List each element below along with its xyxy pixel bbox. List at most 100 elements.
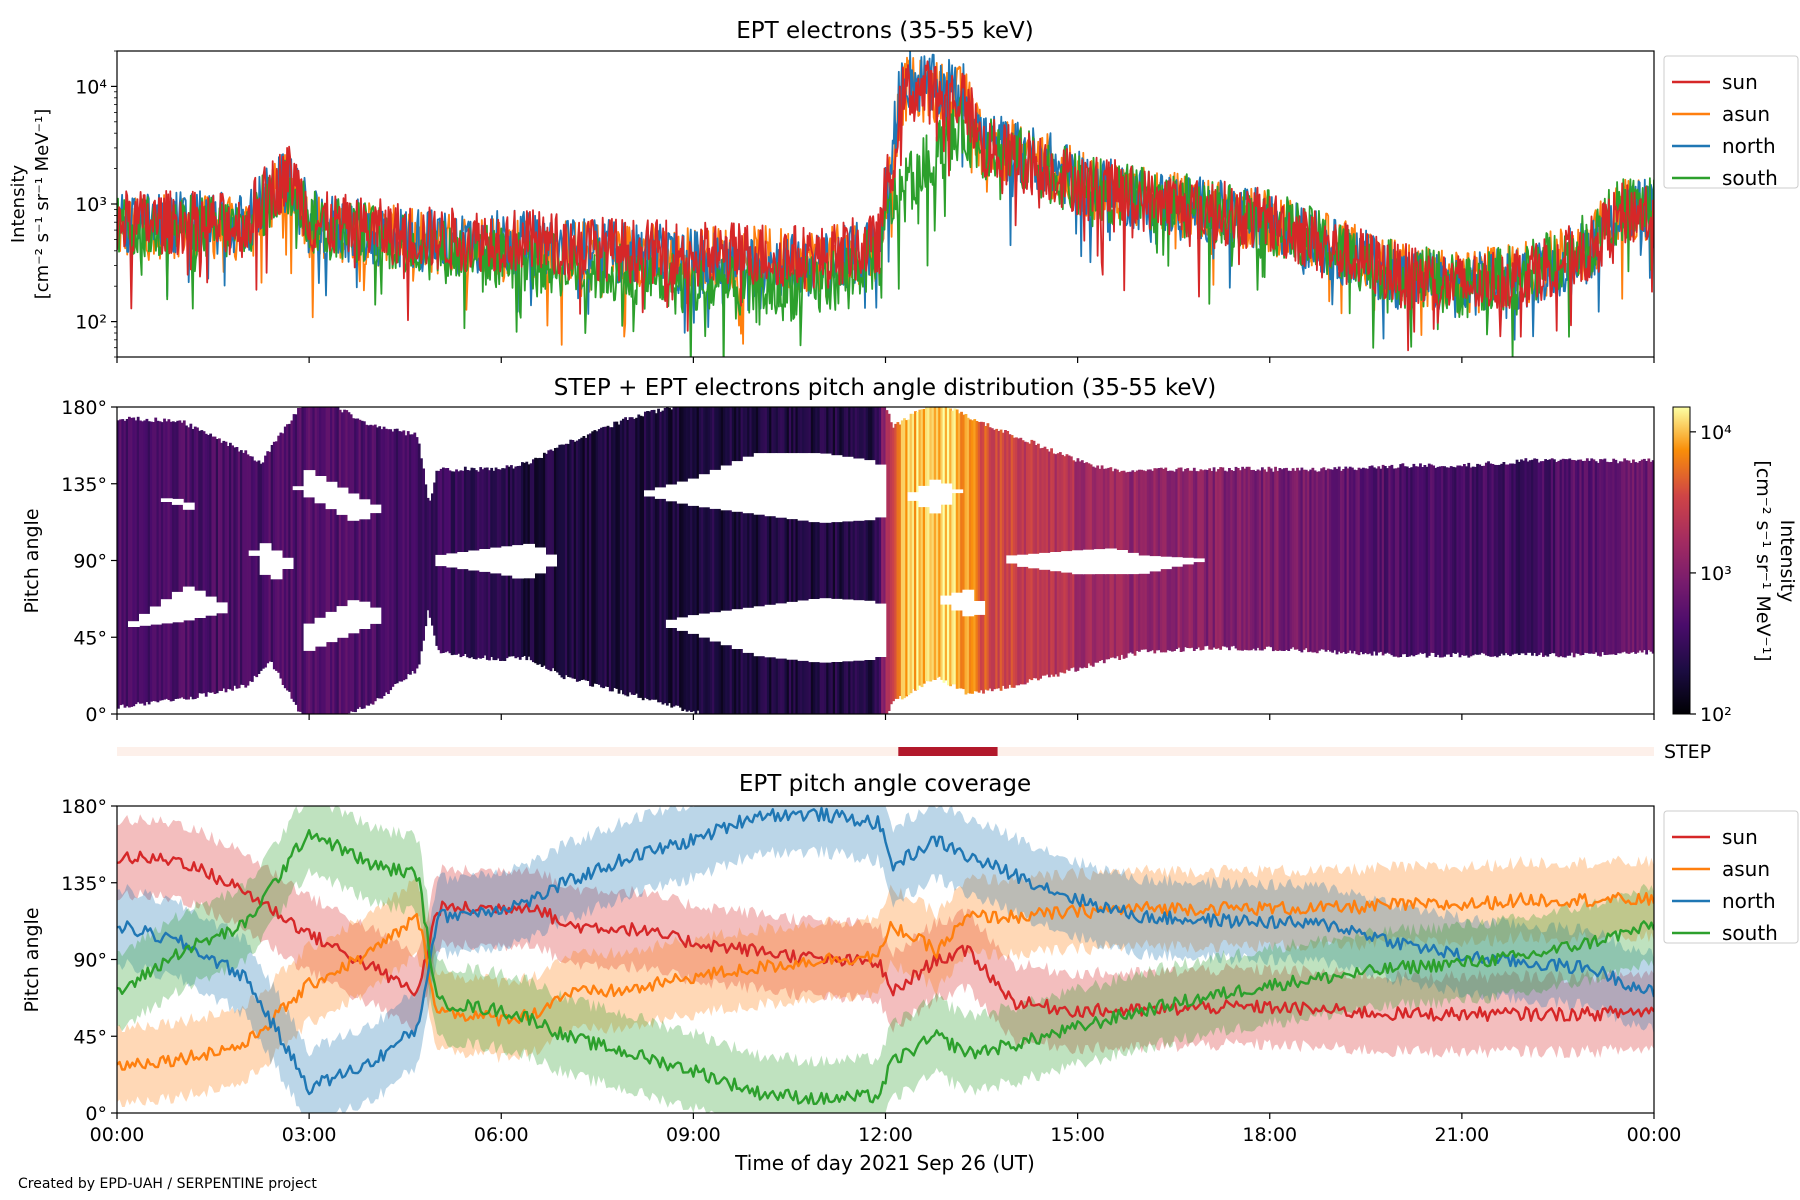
coverage-gap	[731, 461, 744, 512]
coverage-gap	[303, 623, 316, 651]
heatmap-column	[420, 458, 423, 652]
heatmap-column	[1296, 467, 1299, 650]
heatmap-column	[786, 407, 790, 714]
heatmap-column	[1271, 471, 1275, 652]
y-tick-label: 180°	[61, 397, 107, 419]
heatmap-column	[1344, 466, 1348, 654]
heatmap-column	[156, 420, 160, 703]
heatmap-column	[1311, 467, 1315, 653]
heatmap-column	[127, 416, 131, 708]
heatmap-column	[1618, 461, 1622, 654]
heatmap-column	[1258, 470, 1262, 651]
heatmap-column	[896, 422, 900, 699]
coverage-gap	[1181, 557, 1194, 565]
heatmap-column	[1458, 465, 1462, 658]
coverage-gap	[314, 617, 327, 647]
heatmap-column	[562, 444, 566, 680]
heatmap-column	[319, 407, 322, 714]
heatmap-column	[182, 420, 186, 699]
heatmap-column	[1546, 460, 1550, 657]
heatmap-column	[889, 422, 893, 705]
heatmap-column	[1280, 469, 1284, 651]
heatmap-column	[604, 426, 608, 687]
coverage-gap	[479, 549, 492, 572]
heatmap-column	[200, 430, 204, 694]
heatmap-column	[852, 407, 856, 714]
panel1-ylabel-units: [cm⁻² s⁻¹ sr⁻¹ MeV⁻¹]	[32, 109, 53, 300]
coverage-gap	[698, 613, 711, 638]
heatmap-column	[141, 421, 144, 704]
heatmap-column	[1427, 463, 1431, 656]
y-tick-label: 45°	[73, 1026, 107, 1048]
heatmap-column	[233, 447, 237, 686]
heatmap-column	[242, 452, 245, 685]
coverage-gap	[841, 599, 854, 662]
heatmap-column	[894, 423, 898, 699]
heatmap-column	[795, 407, 799, 714]
heatmap-column	[255, 461, 259, 678]
heatmap-column	[395, 428, 399, 684]
heatmap-column	[1467, 462, 1471, 658]
heatmap-column	[1377, 466, 1381, 653]
heatmap-column	[734, 407, 737, 714]
y-tick-label: 135°	[61, 474, 107, 496]
heatmap-column	[1221, 467, 1225, 647]
heatmap-column	[163, 418, 166, 700]
heatmap-column	[1243, 468, 1247, 650]
heatmap-column	[659, 411, 663, 703]
heatmap-column	[373, 424, 377, 702]
heatmap-column	[1632, 459, 1635, 652]
heatmap-column	[1219, 467, 1223, 650]
heatmap-column	[178, 420, 182, 699]
coverage-gap	[512, 545, 524, 579]
heatmap-column	[215, 439, 219, 694]
heatmap-column	[701, 407, 704, 714]
coverage-gap	[182, 502, 195, 510]
heatmap-column	[560, 444, 564, 678]
heatmap-column	[810, 407, 814, 714]
heatmap-column	[297, 408, 300, 712]
heatmap-column	[1634, 462, 1638, 654]
heatmap-column	[944, 407, 948, 681]
heatmap-column	[1348, 466, 1352, 651]
panel2-ylabel: Pitch angle	[21, 508, 43, 613]
heatmap-column	[167, 419, 171, 700]
heatmap-column	[1647, 458, 1651, 651]
heatmap-column	[1610, 462, 1613, 655]
coverage-gap	[358, 601, 371, 629]
coverage-gap	[808, 599, 821, 663]
heatmap-column	[854, 407, 858, 714]
coverage-gap	[215, 602, 228, 614]
heatmap-column	[1225, 471, 1229, 648]
heatmap-column	[1493, 464, 1497, 657]
heatmap-column	[1506, 464, 1510, 655]
heatmap-column	[1372, 467, 1376, 652]
heatmap-column	[1621, 461, 1624, 653]
heatmap-column	[830, 407, 834, 714]
heatmap-column	[1473, 466, 1477, 655]
x-tick-label: 21:00	[1434, 1124, 1489, 1146]
heatmap-column	[165, 421, 169, 699]
heatmap-column	[1465, 466, 1468, 656]
x-tick-label: 03:00	[282, 1124, 337, 1146]
heatmap-column	[635, 417, 638, 694]
coverage-gap	[940, 595, 953, 605]
heatmap-column	[231, 445, 234, 691]
coverage-gap	[676, 617, 689, 631]
heatmap-column	[681, 407, 685, 711]
heatmap-column	[303, 407, 307, 714]
heatmap-column	[832, 407, 836, 714]
heatmap-column	[608, 427, 612, 692]
heatmap-column	[714, 407, 718, 714]
coverage-gap	[709, 469, 722, 509]
heatmap-column	[1583, 460, 1587, 653]
heatmap-column	[1555, 462, 1558, 657]
heatmap-column	[1241, 466, 1245, 651]
heatmap-column	[1570, 459, 1574, 653]
heatmap-column	[729, 407, 733, 714]
heatmap-column	[1234, 466, 1238, 649]
heatmap-column	[703, 407, 707, 714]
heatmap-column	[841, 407, 845, 714]
coverage-line-sun	[117, 850, 1654, 1022]
heatmap-column	[977, 422, 981, 693]
